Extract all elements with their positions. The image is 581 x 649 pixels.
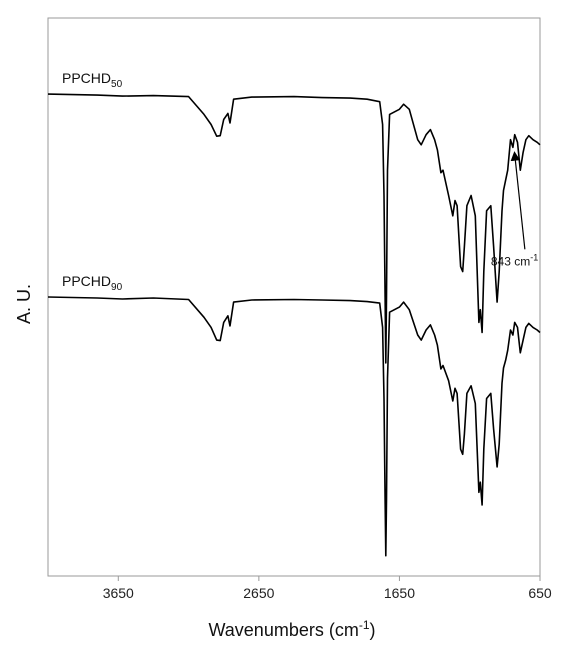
x-axis-title-tail: ) [370, 620, 376, 640]
x-axis-title-superscript: -1 [359, 618, 370, 632]
series-label-subscript: 90 [111, 282, 123, 293]
annotations: 843 cm-1 [491, 151, 538, 268]
x-axis-title-main: Wavenumbers (cm [208, 620, 358, 640]
spectrum-line-90 [47, 296, 541, 557]
series-label-main: PPCHD [62, 70, 111, 86]
x-tick-label: 650 [528, 585, 552, 601]
annotation-label: 843 cm-1 [491, 252, 538, 268]
annotation-superscript: -1 [530, 252, 538, 262]
spectra [47, 93, 541, 557]
series-label-subscript: 50 [111, 79, 123, 90]
series-label-main: PPCHD [62, 273, 111, 289]
x-tick-label: 2650 [243, 585, 274, 601]
series-label-50: PPCHD50 [62, 70, 123, 90]
annotation-arrow [510, 151, 526, 250]
spectrum-line-50 [47, 93, 541, 364]
series-label-90: PPCHD90 [62, 273, 123, 293]
x-tick-label: 1650 [384, 585, 415, 601]
annotation-text: 843 cm [491, 254, 530, 268]
y-axis-title: A. U. [14, 284, 34, 324]
x-axis-title: Wavenumbers (cm-1) [208, 618, 375, 640]
x-tick-label: 3650 [103, 585, 134, 601]
x-axis-ticks: 3650 2650 1650 650 [103, 576, 552, 601]
plot-area-border [47, 17, 541, 577]
